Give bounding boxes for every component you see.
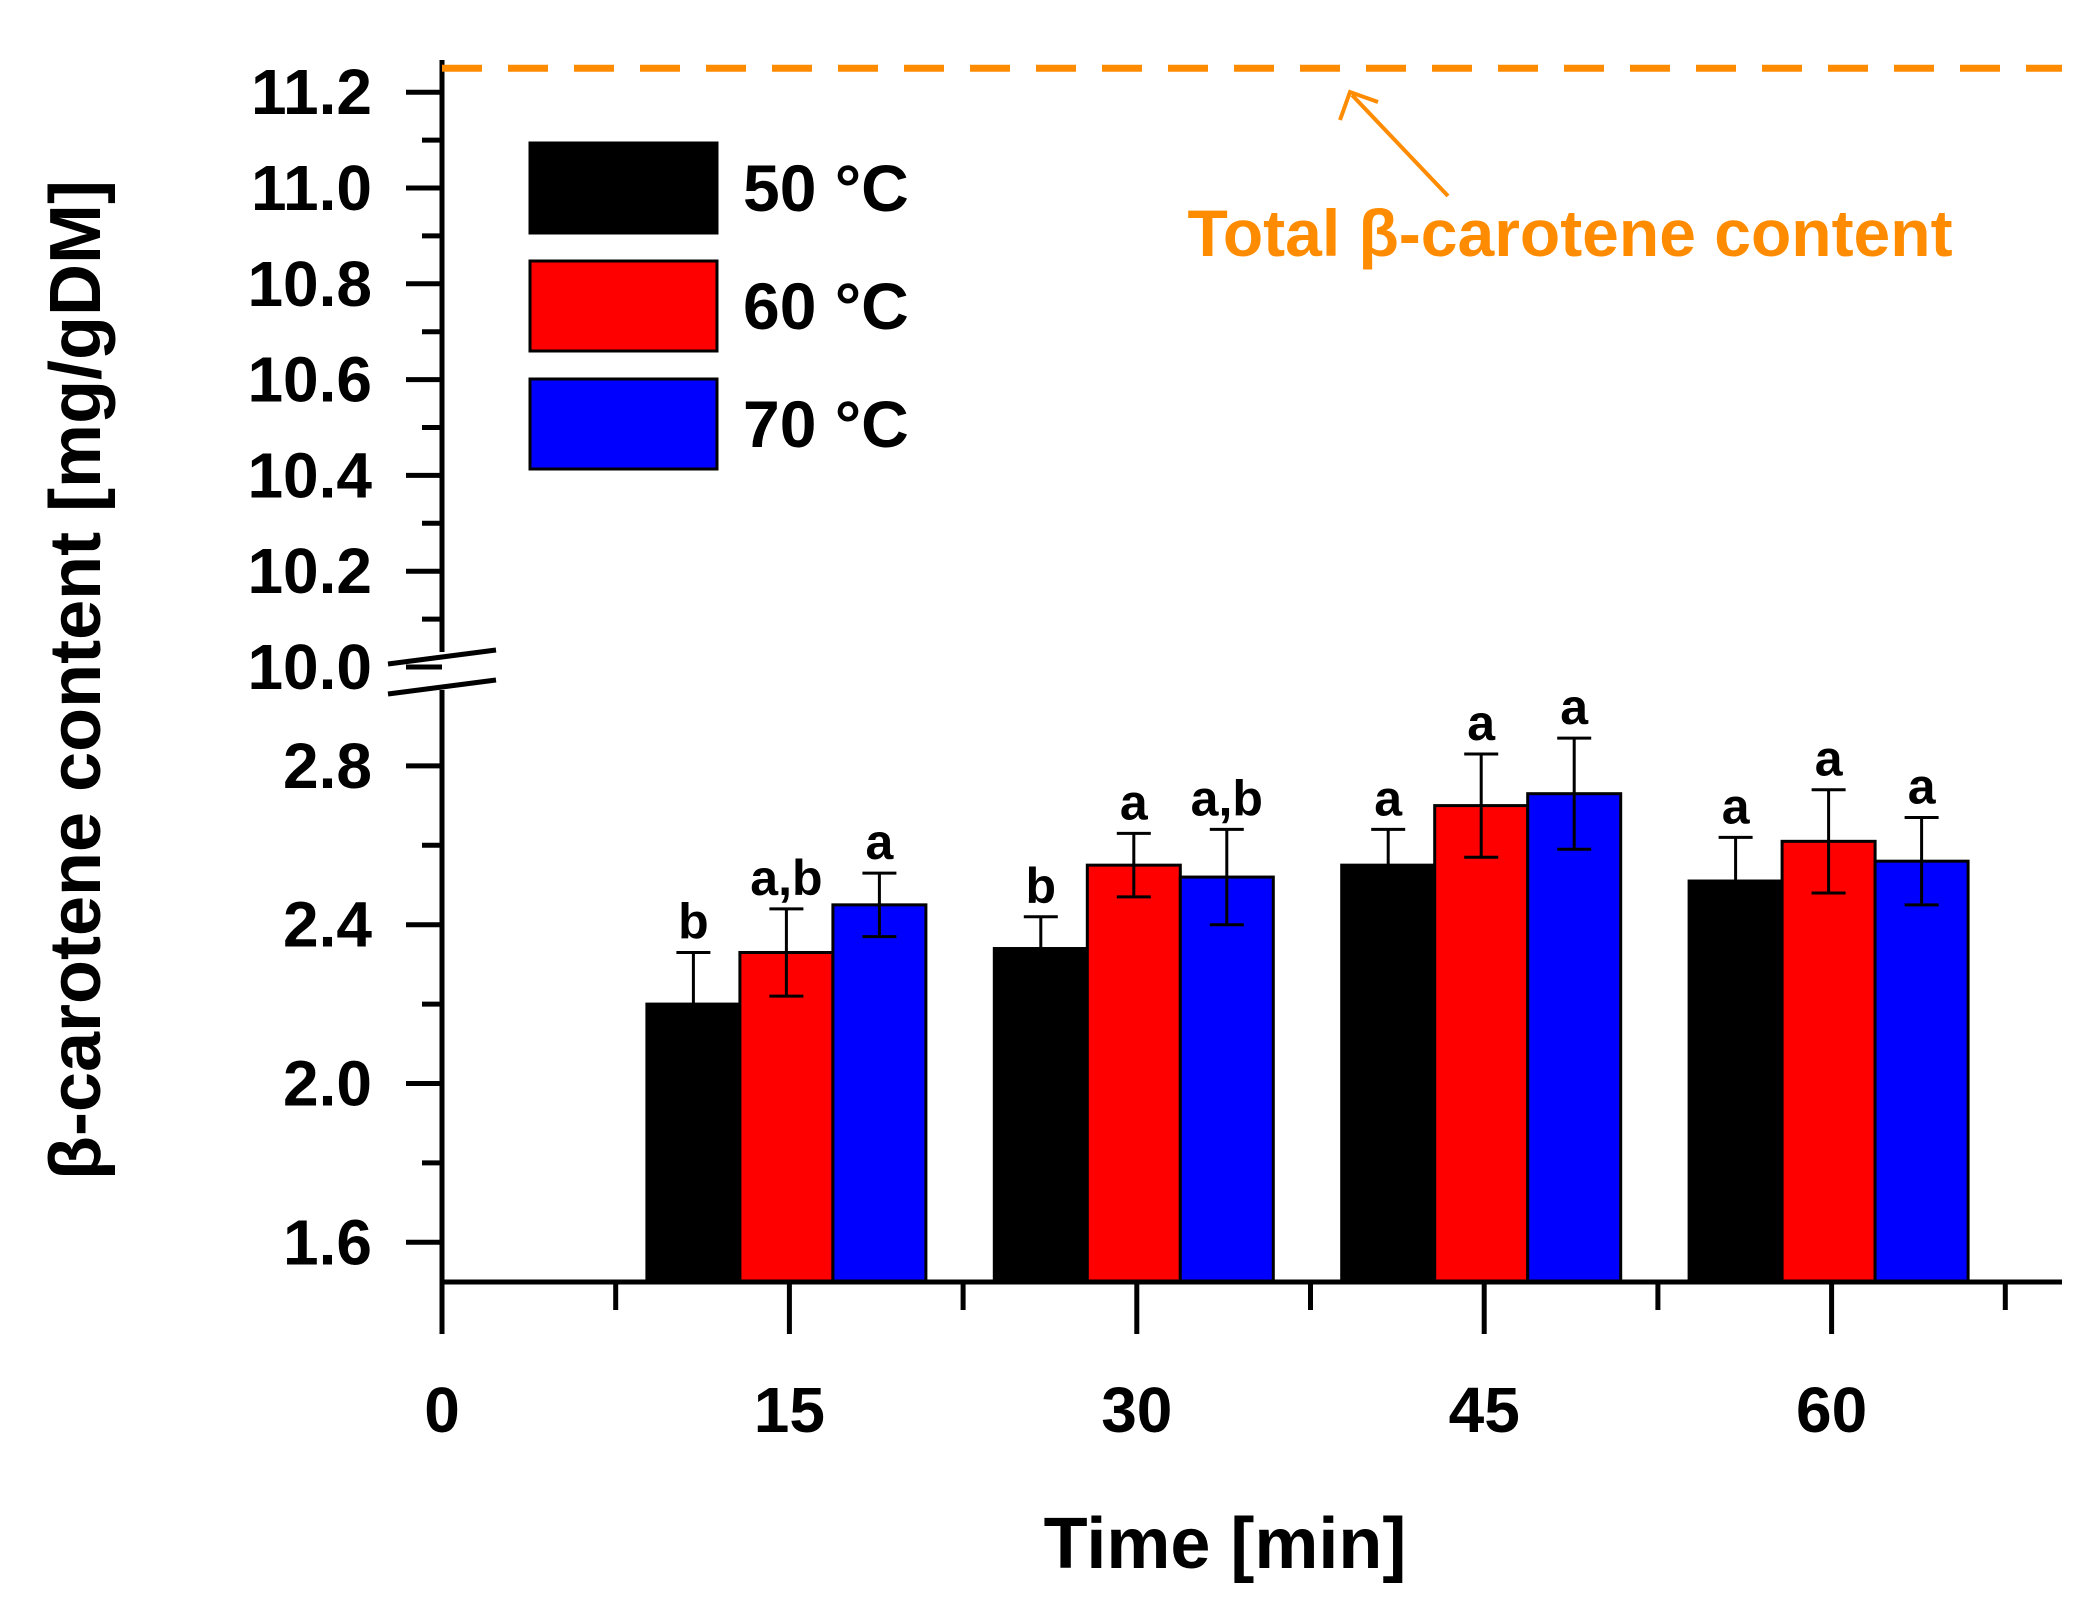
legend-label: 60 °C [743,269,909,343]
legend-swatch [528,377,719,471]
y-tick-label: 10.0 [247,631,372,703]
reference-line-label: Total β-carotene content [1187,196,1952,270]
x-tick-label: 45 [1449,1374,1520,1446]
x-axis-title: Time [min] [1044,1504,1407,1584]
significance-label: a [865,814,894,870]
significance-label: a [1815,731,1844,787]
axis-break-mark [387,647,497,667]
significance-label: a,b [1191,770,1263,826]
bar-70C-45 [1526,792,1623,1284]
bar-60C-30 [1085,863,1182,1284]
legend-swatch [528,259,719,353]
significance-label: a [1467,695,1496,751]
y-tick-label: 2.8 [283,730,372,802]
axes-layer: 0 15 30 45 60 1.6 2.0 2.4 2.8 10.0 10.2 10.4 10.6 10.… [36,56,2062,1584]
bars-layer [645,736,1970,1284]
significance-label: a [1560,679,1589,735]
labels-layer: b a,b a b a a,b a a a a a a [678,679,1937,949]
significance-label: a,b [750,850,822,906]
y-tick-label: 1.6 [283,1206,372,1278]
y-axis-title: β-carotene content [mg/gDM] [36,180,116,1180]
y-tick-label: 10.2 [247,535,372,607]
significance-label: a [1120,774,1149,830]
bar-60C-15 [738,950,835,1284]
reference-annotation: Total β-carotene content [442,64,2062,270]
annotation-arrow-head [1338,89,1379,121]
significance-label: a [1908,759,1937,815]
bar-70C-60 [1873,859,1970,1284]
x-tick-label: 15 [754,1374,825,1446]
x-tick-label: 0 [424,1374,460,1446]
significance-label: b [678,893,709,949]
y-tick-label: 11.2 [251,56,372,128]
bar-70C-30 [1178,875,1275,1284]
annotation-arrow-shaft [1350,93,1450,198]
y-tick-label: 2.0 [283,1048,372,1120]
y-tick-label: 10.6 [247,344,372,416]
legend: 50 °C 60 °C 70 °C [528,141,909,471]
y-tick-label: 2.4 [283,889,372,961]
y-tick-label: 10.4 [247,439,372,511]
bar-50C-30 [992,947,1089,1284]
y-tick-label: 10.8 [247,248,372,320]
legend-label: 50 °C [743,151,909,225]
x-tick-label: 60 [1796,1374,1867,1446]
bar-60C-45 [1433,804,1530,1284]
significance-label: a [1374,770,1403,826]
significance-label: b [1026,858,1057,914]
bar-70C-15 [831,903,928,1284]
x-tick-label: 30 [1101,1374,1172,1446]
bar-60C-60 [1780,839,1877,1284]
bar-50C-45 [1340,863,1437,1284]
significance-label: a [1722,778,1751,834]
y-tick-label: 11.0 [251,152,372,224]
bar-50C-60 [1687,879,1784,1284]
legend-swatch [528,141,719,235]
legend-label: 70 °C [743,387,909,461]
axis-break-mark [387,677,497,697]
